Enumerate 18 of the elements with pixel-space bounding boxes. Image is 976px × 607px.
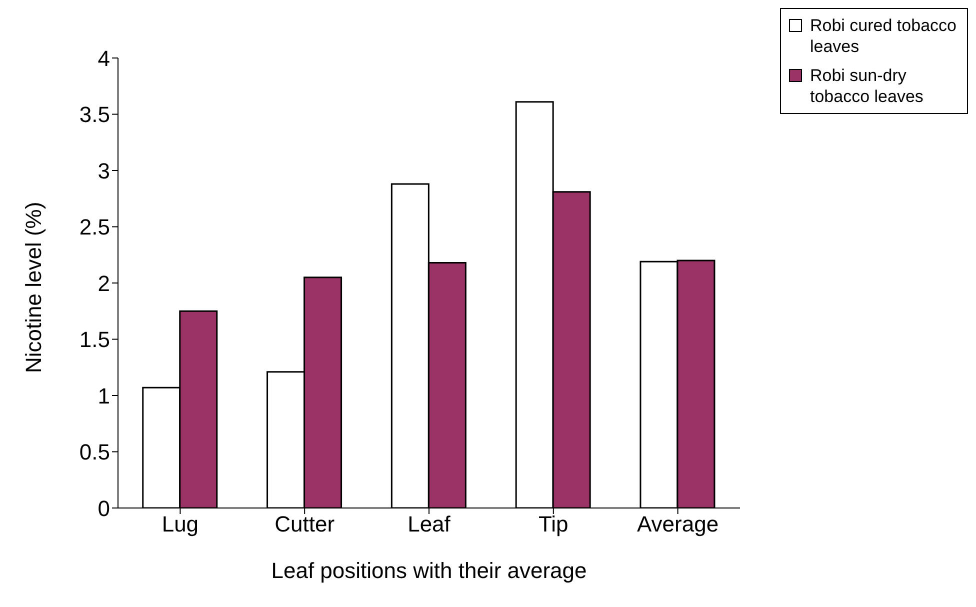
y-tick-label: 2.5	[79, 214, 110, 240]
x-axis-title: Leaf positions with their average	[271, 558, 587, 583]
y-axis-title: Nicotine level (%)	[20, 202, 46, 373]
y-tick-label: 0	[98, 496, 110, 521]
y-tick-label: 1	[98, 383, 110, 408]
x-tick-label: Tip	[538, 512, 568, 537]
legend-label: Robi cured tobacco leaves	[810, 15, 958, 57]
y-tick-label: 2	[98, 270, 110, 296]
y-tick-label: 4	[98, 46, 110, 71]
x-tick-label: Lug	[162, 512, 199, 537]
legend-label: Robi sun-dry tobacco leaves	[810, 65, 924, 107]
y-tick-label: 1.5	[79, 327, 110, 352]
x-tick-label: Average	[637, 512, 719, 537]
y-tick-label: 3	[98, 158, 110, 184]
y-tick-label: 0.5	[79, 440, 110, 465]
x-tick-label: Leaf	[408, 512, 452, 537]
x-tick-label: Cutter	[274, 512, 335, 537]
y-tick-label: 3.5	[79, 102, 110, 128]
